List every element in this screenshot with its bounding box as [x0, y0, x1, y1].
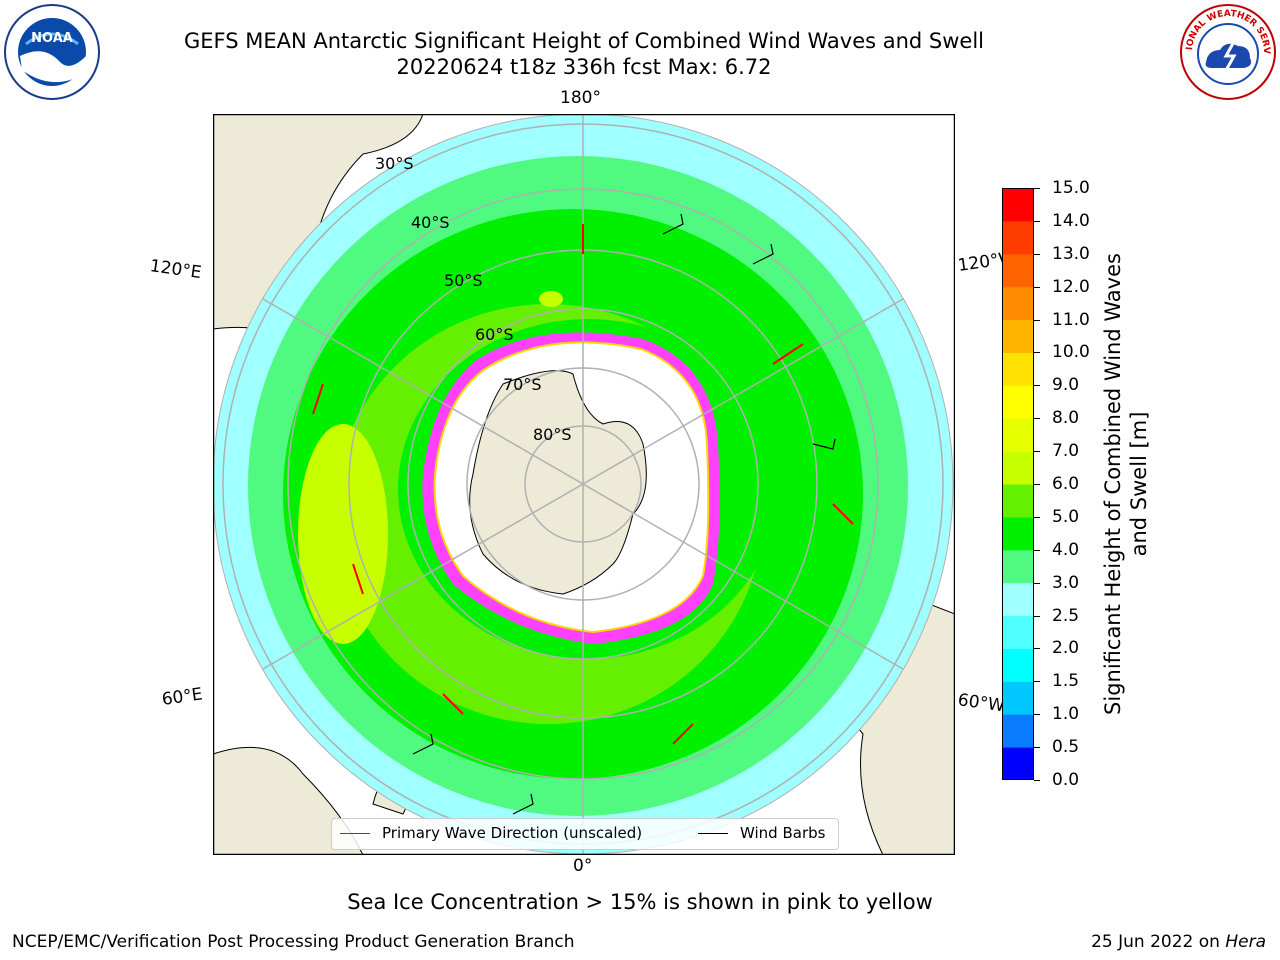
footer-machine: Hera: [1225, 932, 1266, 952]
colorbar-tick-label: 5.0: [1052, 506, 1080, 527]
colorbar-tick-mark: [1034, 516, 1040, 518]
noaa-logo-text: NOAA: [31, 31, 73, 46]
colorbar-tick-mark: [1034, 615, 1040, 617]
colorbar-tick-label: 15.0: [1052, 178, 1090, 198]
map-legend: Primary Wave Direction (unscaled) Wind B…: [331, 818, 839, 850]
lon-label-60e: 60°E: [160, 684, 204, 710]
colorbar-tick-mark: [1034, 286, 1040, 288]
lon-label-60w: 60°W: [956, 690, 1006, 717]
colorbar-tick-label: 14.0: [1052, 210, 1090, 231]
ocean-6-7m-indian: [298, 424, 388, 644]
colorbar-tick-mark: [1034, 418, 1040, 420]
lat-label-80s: 80°S: [533, 425, 572, 444]
colorbar-tick-mark: [1034, 582, 1040, 584]
latitude-labels: 30°S 40°S 50°S 60°S 70°S 80°S: [375, 154, 572, 444]
forecast-subtitle: 20220624 t18z 336h fcst Max: 6.72: [396, 55, 772, 79]
colorbar-tick-mark: [1034, 385, 1040, 387]
lat-label-30s: 30°S: [375, 154, 414, 173]
wave-arrows: [312, 224, 854, 745]
colorbar-segment: [1002, 253, 1034, 288]
colorbar-tick-label: 2.0: [1052, 638, 1080, 659]
colorbar-segment: [1002, 681, 1034, 715]
colorbar: [1002, 188, 1034, 780]
colorbar-segment: [1002, 484, 1034, 518]
ocean-6-7m-pacific: [539, 291, 563, 307]
colorbar-tick-mark: [1034, 681, 1040, 683]
colorbar-segment: [1002, 714, 1034, 748]
colorbar-segment: [1002, 747, 1034, 780]
legend-wave-label: Primary Wave Direction (unscaled): [382, 824, 643, 842]
lat-label-40s: 40°S: [411, 213, 450, 232]
map-border: [213, 114, 955, 855]
legend-wind-barbs: Wind Barbs: [698, 824, 825, 842]
colorbar-label: Significant Height of Combined Wind Wave…: [1101, 253, 1151, 715]
colorbar-segment: [1002, 418, 1034, 452]
colorbar-tick-label: 7.0: [1052, 441, 1080, 462]
lon-label-180: 180°: [560, 88, 601, 108]
colorbar-segment: [1002, 648, 1034, 682]
legend-barb-line: [698, 833, 728, 834]
colorbar-tick-label: 6.0: [1052, 474, 1080, 494]
colorbar-tick-mark: [1034, 188, 1040, 189]
colorbar-segment: [1002, 451, 1034, 485]
legend-wave-direction: Primary Wave Direction (unscaled): [340, 824, 642, 842]
colorbar-tick-label: 8.0: [1052, 408, 1080, 429]
colorbar-tick-label: 0.0: [1052, 770, 1080, 790]
legend-wave-line: [340, 833, 370, 834]
lat-label-50s: 50°S: [444, 271, 483, 290]
colorbar-tick-label: 10.0: [1052, 342, 1090, 363]
legend-barb-label: Wind Barbs: [740, 824, 826, 842]
lat-label-70s: 70°S: [503, 375, 542, 394]
colorbar-tick-label: 1.0: [1052, 704, 1080, 725]
colorbar-tick-mark: [1034, 484, 1040, 485]
colorbar-segment: [1002, 582, 1034, 617]
colorbar-tick-label: 13.0: [1052, 243, 1090, 264]
colorbar-tick-mark: [1034, 253, 1040, 255]
sea-ice-note: Sea Ice Concentration > 15% is shown in …: [347, 890, 933, 914]
colorbar-tick-mark: [1034, 780, 1040, 781]
colorbar-tick-mark: [1034, 549, 1040, 551]
colorbar-tick-mark: [1034, 451, 1040, 453]
wind-barbs: [412, 213, 836, 815]
colorbar-segment: [1002, 549, 1034, 584]
colorbar-tick-mark: [1034, 747, 1040, 749]
colorbar-tick-label: 12.0: [1052, 276, 1090, 297]
nws-logo: NATIONAL WEATHER SERVICE: [1180, 4, 1276, 100]
colorbar-segment: [1002, 516, 1034, 551]
lon-label-0: 0°: [573, 856, 593, 876]
colorbar-segment: [1002, 286, 1034, 321]
colorbar-tick-label: 2.5: [1052, 605, 1080, 626]
footer-credit: NCEP/EMC/Verification Post Processing Pr…: [12, 932, 575, 952]
footer-date-text: 25 Jun 2022 on: [1091, 932, 1220, 952]
footer-date: 25 Jun 2022 on Hera: [1091, 932, 1266, 952]
colorbar-tick-mark: [1034, 352, 1040, 354]
colorbar-tick-label: 3.0: [1052, 572, 1080, 593]
map-title: GEFS MEAN Antarctic Significant Height o…: [183, 29, 985, 53]
noaa-logo: NOAA: [4, 4, 100, 100]
colorbar-tick-label: 0.5: [1052, 737, 1080, 758]
colorbar-tick-mark: [1034, 714, 1040, 716]
colorbar-border: [1002, 188, 1034, 780]
colorbar-segment: [1002, 385, 1034, 419]
colorbar-tick-label: 4.0: [1052, 539, 1080, 560]
colorbar-tick-label: 9.0: [1052, 375, 1080, 396]
polar-wave-map: 30°S 40°S 50°S 60°S 70°S 80°S: [213, 114, 955, 855]
colorbar-segment: [1002, 220, 1034, 255]
colorbar-segment: [1002, 188, 1034, 222]
lon-label-120e: 120°E: [148, 256, 203, 284]
colorbar-segment: [1002, 615, 1034, 649]
colorbar-tick-label: 11.0: [1052, 309, 1090, 330]
colorbar-tick-mark: [1034, 648, 1040, 650]
colorbar-tick-label: 1.5: [1052, 671, 1080, 692]
colorbar-tick-mark: [1034, 220, 1040, 222]
colorbar-segment: [1002, 319, 1034, 353]
lat-label-60s: 60°S: [475, 325, 514, 344]
colorbar-segment: [1002, 352, 1034, 386]
colorbar-tick-mark: [1034, 319, 1040, 321]
